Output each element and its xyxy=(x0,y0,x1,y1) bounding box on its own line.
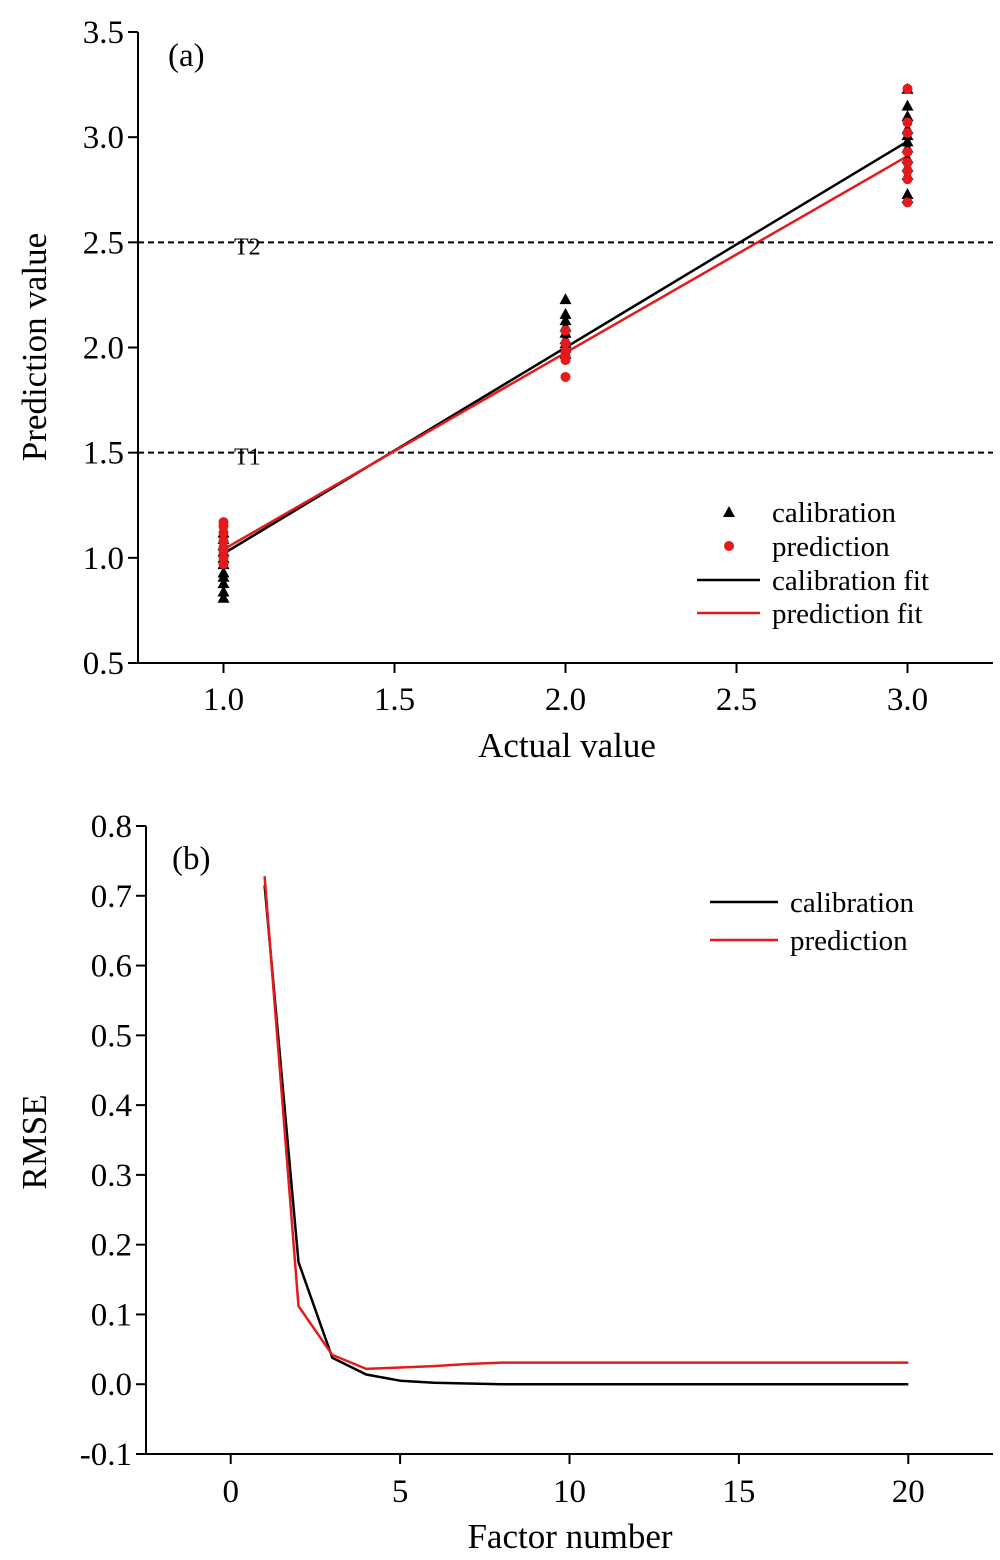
y-tick-label: -0.1 xyxy=(80,1437,132,1473)
y-tick-label: 1.5 xyxy=(83,436,124,472)
y-tick-label: 0.8 xyxy=(91,809,132,845)
panel-b-x-axis-title: Factor number xyxy=(467,1517,672,1556)
y-tick-label: 1.0 xyxy=(83,541,124,577)
legend-prediction-fit-label: prediction fit xyxy=(772,598,923,630)
legend-prediction-label: prediction xyxy=(772,531,890,563)
y-tick-label: 0.6 xyxy=(91,949,132,985)
prediction-point xyxy=(902,174,913,185)
calibration-point xyxy=(217,591,230,603)
legend-prediction-marker xyxy=(724,541,734,551)
panel-a-y-axis-title: Prediction value xyxy=(15,233,54,461)
x-tick-label: 3.0 xyxy=(887,682,928,718)
y-tick-label: 0.3 xyxy=(91,1158,132,1194)
calibration-point xyxy=(559,314,572,326)
calibration-point xyxy=(559,307,572,319)
reference-label-t1: T1 xyxy=(234,445,261,471)
prediction-point xyxy=(560,325,571,336)
panel-a-scatter-chart: T1 T2 0.5 1.0 1.5 2.0 2.5 3.0 3.5 1.0 1.5 2.0 2.5 3.… xyxy=(15,15,993,765)
series-line-calibration xyxy=(263,885,909,1386)
legend-calibration-marker xyxy=(723,506,735,517)
panel-a-reference-lines: T1 T2 xyxy=(138,234,993,471)
prediction-point xyxy=(902,127,913,138)
panel-a-label: (a) xyxy=(168,38,205,74)
calibration-point xyxy=(901,99,914,111)
panel-b-y-axis-title: RMSE xyxy=(15,1094,54,1189)
y-tick-label: 0.0 xyxy=(91,1367,132,1403)
calibration-point xyxy=(217,585,230,597)
prediction-point xyxy=(560,346,571,357)
prediction-point xyxy=(902,157,913,168)
y-tick-label: 0.4 xyxy=(91,1088,132,1124)
calibration-point xyxy=(217,577,230,589)
y-tick-label: 2.5 xyxy=(83,225,124,261)
prediction-point xyxy=(902,117,913,128)
prediction-point xyxy=(902,146,913,157)
x-tick-label: 10 xyxy=(553,1474,586,1510)
y-tick-label: 0.5 xyxy=(91,1018,132,1054)
prediction-point xyxy=(560,371,571,382)
y-tick-label: 0.1 xyxy=(91,1297,132,1333)
calibration-point xyxy=(559,293,572,305)
panel-b-marks xyxy=(263,876,909,1386)
y-tick-label: 2.0 xyxy=(83,331,124,367)
prediction-point xyxy=(560,338,571,349)
legend-calibration-label: calibration xyxy=(790,887,915,919)
panel-b-line-chart: -0.10.00.10.20.30.40.50.60.70.80 5 10 15 20 … xyxy=(15,809,993,1556)
legend-prediction-label: prediction xyxy=(790,925,908,957)
panel-b-legend: calibration prediction xyxy=(710,887,915,957)
x-tick-label: 1.5 xyxy=(374,682,415,718)
x-tick-label: 1.0 xyxy=(203,682,244,718)
reference-label-t2: T2 xyxy=(234,234,261,260)
prediction-point xyxy=(902,197,913,208)
panel-b-axes: -0.1 0.0 0.1 0.2 0.3 0.4 0.5 0.6 0.7 0.8 0 5 10 15 20 xyxy=(80,809,993,1510)
legend-calibration-fit-label: calibration fit xyxy=(772,565,929,597)
x-tick-label: 0 xyxy=(222,1474,239,1510)
calibration-point xyxy=(901,135,914,147)
y-tick-label: 3.5 xyxy=(83,15,124,51)
x-tick-label: 15 xyxy=(722,1474,755,1510)
x-tick-label: 2.0 xyxy=(545,682,586,718)
x-tick-label: 20 xyxy=(892,1474,925,1510)
y-tick-label: 0.2 xyxy=(91,1228,132,1264)
x-tick-label: 5 xyxy=(392,1474,409,1510)
prediction-point xyxy=(218,517,229,528)
x-tick-label: 2.5 xyxy=(716,682,757,718)
prediction-point xyxy=(218,536,229,547)
calibration-point xyxy=(901,187,914,199)
panel-a-marks xyxy=(217,82,914,603)
series-line-prediction xyxy=(263,876,909,1371)
calibration-point xyxy=(217,566,230,578)
prediction-point xyxy=(902,165,913,176)
panel-a-x-axis-title: Actual value xyxy=(478,726,656,765)
y-tick-label: 3.0 xyxy=(83,120,124,156)
legend-calibration-label: calibration xyxy=(772,497,897,529)
prediction-point xyxy=(902,83,913,94)
panel-b-label: (b) xyxy=(172,841,210,877)
y-tick-label: 0.5 xyxy=(83,646,124,682)
y-tick-label: 0.7 xyxy=(91,879,132,915)
calibration-point xyxy=(901,110,914,122)
panel-a-axes: 0.5 1.0 1.5 2.0 2.5 3.0 3.5 1.0 1.5 2.0 2.5 3.0 xyxy=(83,15,993,718)
